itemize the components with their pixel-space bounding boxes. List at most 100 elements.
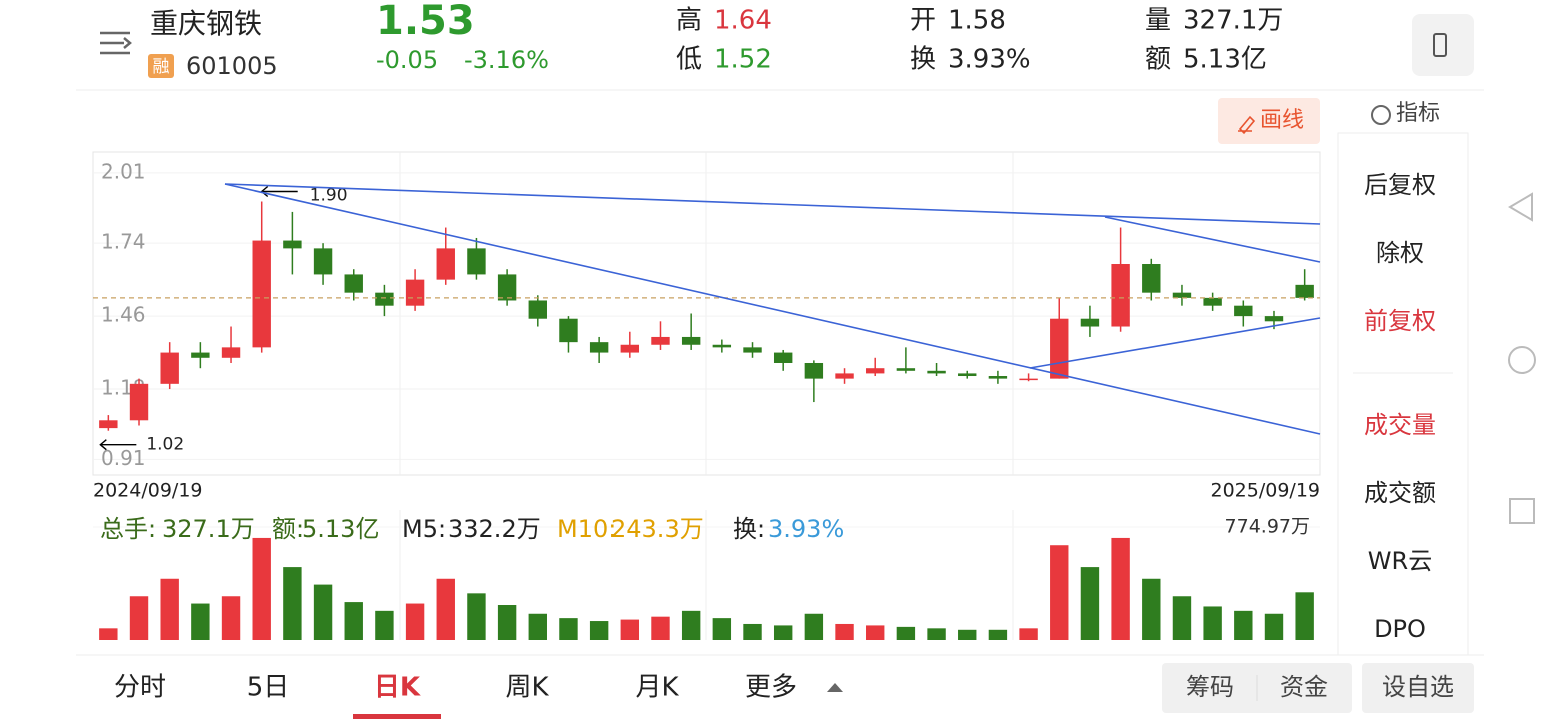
side-menu-item[interactable]: DPO bbox=[1374, 615, 1426, 643]
x-start: 2024/09/19 bbox=[93, 480, 203, 502]
candle-body bbox=[743, 347, 762, 353]
device-icon bbox=[1433, 33, 1447, 57]
nav-home[interactable] bbox=[1508, 346, 1536, 374]
x-end: 2025/09/19 bbox=[1210, 480, 1320, 502]
volume-bar bbox=[773, 625, 793, 640]
turnover: 3.93% bbox=[948, 45, 1031, 75]
open-label: 开 bbox=[910, 6, 936, 36]
min-label: 1.02 bbox=[146, 435, 184, 455]
volume-bar bbox=[1019, 628, 1038, 640]
candle-body bbox=[589, 342, 609, 353]
trend-lines[interactable] bbox=[224, 183, 1321, 435]
side-menu-item[interactable]: WR云 bbox=[1368, 547, 1432, 575]
candle-body bbox=[1172, 292, 1192, 298]
gauge-icon bbox=[1371, 105, 1391, 125]
volume-bar bbox=[559, 618, 578, 640]
candle-body bbox=[835, 373, 854, 379]
side-menu-item[interactable]: 成交额 bbox=[1364, 479, 1436, 507]
candle-body bbox=[896, 368, 916, 371]
nav-back[interactable] bbox=[1508, 192, 1533, 222]
nav-recent[interactable] bbox=[1509, 498, 1535, 524]
side-menu-item[interactable]: 后复权 bbox=[1364, 171, 1436, 199]
candle-body bbox=[559, 318, 578, 343]
volume-bar bbox=[129, 596, 149, 640]
candle-body bbox=[651, 336, 670, 345]
tab[interactable]: 5日 bbox=[247, 673, 290, 703]
turnover-label: 换 bbox=[910, 45, 936, 75]
volume: 327.1万 bbox=[1183, 6, 1283, 36]
tab[interactable]: 月K bbox=[635, 673, 679, 703]
min-arrow-head bbox=[99, 439, 107, 451]
volume-bar bbox=[528, 613, 547, 640]
volume-bar bbox=[927, 628, 946, 640]
candle-body bbox=[1295, 284, 1314, 298]
volume-info: 总手: bbox=[100, 515, 156, 543]
candle-body bbox=[221, 347, 241, 358]
price: 1.53 bbox=[376, 0, 475, 44]
candle-body bbox=[405, 279, 425, 306]
max-arrow-head bbox=[260, 185, 269, 198]
high-label: 高 bbox=[676, 6, 702, 36]
draw-button[interactable]: 画线 bbox=[1260, 108, 1304, 133]
tab[interactable]: 周K bbox=[505, 673, 549, 703]
side-menu-item[interactable]: 成交量 bbox=[1364, 411, 1436, 439]
change: -0.05 bbox=[376, 46, 438, 74]
side-menu bbox=[1337, 132, 1469, 656]
low-label: 低 bbox=[676, 45, 702, 75]
volume-label: 量 bbox=[1145, 6, 1171, 36]
volume-bar bbox=[1142, 578, 1161, 640]
candle-body bbox=[773, 352, 793, 363]
low: 1.52 bbox=[714, 45, 772, 75]
button[interactable]: 设自选 bbox=[1382, 673, 1454, 701]
tab[interactable]: 更多 bbox=[745, 673, 797, 703]
volume-bar bbox=[1172, 596, 1192, 640]
volume-bar bbox=[651, 616, 670, 640]
candle-body bbox=[866, 368, 885, 374]
pen-icon bbox=[1238, 115, 1256, 135]
side-menu-item[interactable]: 前复权 bbox=[1364, 307, 1436, 335]
stock-code: 601005 bbox=[186, 52, 278, 80]
volume-bar bbox=[589, 621, 609, 640]
button[interactable]: 筹码 bbox=[1186, 673, 1234, 701]
volume-info: 332.2万 bbox=[448, 515, 541, 543]
y-tick-label: 1.74 bbox=[101, 230, 146, 254]
volume-bar bbox=[1234, 610, 1253, 640]
volume-info: 243.3万 bbox=[611, 515, 704, 543]
volume-info: M10: bbox=[557, 515, 616, 543]
tab[interactable]: 日K bbox=[374, 673, 421, 703]
volume-tick-label: 774.97万 bbox=[1225, 516, 1310, 538]
volume-bar bbox=[313, 584, 333, 640]
volume-bar bbox=[835, 623, 854, 640]
candle-body bbox=[1111, 264, 1130, 327]
candle-body bbox=[497, 274, 517, 301]
volume-bar bbox=[160, 578, 179, 640]
tab[interactable]: 分时 bbox=[114, 673, 166, 703]
volume-bar bbox=[958, 629, 977, 640]
candle-body bbox=[283, 240, 302, 249]
volume-info: 3.93% bbox=[768, 515, 844, 543]
menu-icon[interactable] bbox=[100, 31, 132, 55]
amount-label: 额 bbox=[1145, 45, 1171, 75]
side-menu-item[interactable]: 除权 bbox=[1376, 239, 1424, 267]
amount: 5.13亿 bbox=[1183, 45, 1267, 75]
candle-body bbox=[528, 300, 547, 319]
volume-info: 5.13亿 bbox=[302, 515, 379, 543]
volume-bar bbox=[375, 610, 394, 640]
button[interactable]: 资金 bbox=[1280, 673, 1328, 701]
volume-bar bbox=[344, 602, 363, 640]
candle-body bbox=[1264, 316, 1284, 322]
candle-body bbox=[1142, 264, 1161, 293]
candle-body bbox=[313, 248, 333, 275]
candle-body bbox=[1203, 297, 1222, 306]
indicator-button[interactable]: 指标 bbox=[1396, 101, 1440, 126]
candle-body bbox=[375, 292, 394, 306]
volume-bar bbox=[497, 605, 517, 640]
device-button[interactable] bbox=[1412, 14, 1474, 76]
high: 1.64 bbox=[714, 6, 772, 36]
volume-bar bbox=[1295, 592, 1314, 640]
volume-bar bbox=[252, 537, 271, 640]
tag-bg bbox=[148, 54, 174, 78]
button-bg bbox=[1362, 663, 1474, 713]
candle-body bbox=[252, 240, 271, 348]
